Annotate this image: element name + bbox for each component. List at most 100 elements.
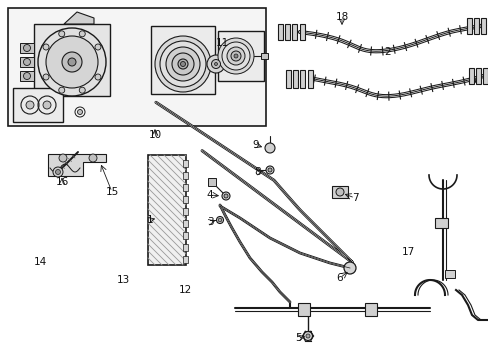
Circle shape	[267, 168, 271, 172]
Bar	[364, 303, 376, 316]
Text: 18: 18	[335, 12, 348, 22]
Circle shape	[222, 42, 249, 70]
Text: 16: 16	[55, 177, 68, 187]
Bar	[148, 155, 185, 265]
Bar	[183, 184, 187, 191]
Circle shape	[55, 170, 61, 175]
Bar	[183, 220, 187, 227]
Circle shape	[230, 51, 241, 61]
Bar	[285, 70, 290, 88]
Circle shape	[23, 58, 30, 66]
Bar	[299, 70, 305, 88]
Text: 15: 15	[105, 187, 119, 197]
Circle shape	[79, 31, 85, 37]
Circle shape	[23, 72, 30, 80]
Circle shape	[89, 154, 97, 162]
Circle shape	[218, 218, 222, 222]
Bar	[34, 24, 110, 96]
Text: 3: 3	[206, 217, 213, 227]
Bar	[299, 24, 305, 40]
Circle shape	[79, 87, 85, 93]
Circle shape	[335, 188, 343, 196]
Bar	[482, 68, 487, 84]
Circle shape	[180, 62, 185, 67]
Circle shape	[43, 74, 49, 80]
Text: 11: 11	[215, 38, 228, 48]
Text: 10: 10	[148, 130, 161, 140]
Bar	[444, 270, 454, 278]
Circle shape	[95, 74, 101, 80]
Text: 1: 1	[146, 215, 153, 225]
Bar	[218, 31, 264, 81]
Text: 8: 8	[254, 167, 261, 177]
Bar	[434, 218, 447, 228]
Circle shape	[178, 59, 187, 69]
Text: 7: 7	[351, 193, 358, 203]
Circle shape	[211, 59, 220, 68]
Circle shape	[23, 45, 30, 51]
Circle shape	[62, 52, 82, 72]
Bar	[292, 70, 297, 88]
Bar	[13, 88, 63, 122]
Bar	[261, 53, 267, 59]
Bar	[291, 24, 296, 40]
Bar	[297, 303, 309, 316]
Bar	[480, 18, 485, 34]
Circle shape	[95, 44, 101, 50]
Circle shape	[222, 192, 229, 200]
Bar	[307, 70, 312, 88]
Bar	[183, 160, 187, 167]
Text: 5: 5	[294, 333, 301, 343]
Circle shape	[216, 216, 223, 224]
Circle shape	[43, 44, 49, 50]
Bar	[20, 43, 34, 53]
Circle shape	[303, 332, 312, 341]
Bar	[183, 244, 187, 251]
Bar	[8, 8, 265, 126]
Bar	[207, 178, 216, 186]
Bar	[468, 68, 473, 84]
Bar	[473, 18, 478, 34]
Text: 9: 9	[252, 140, 259, 150]
Circle shape	[38, 28, 106, 96]
Circle shape	[172, 53, 194, 75]
Circle shape	[46, 36, 98, 88]
Circle shape	[53, 167, 63, 177]
Circle shape	[43, 101, 51, 109]
Circle shape	[68, 58, 76, 66]
Circle shape	[206, 55, 224, 73]
Bar	[278, 24, 283, 40]
Circle shape	[265, 166, 273, 174]
Bar	[466, 18, 471, 34]
Circle shape	[77, 109, 82, 114]
Bar	[183, 256, 187, 263]
Circle shape	[234, 54, 238, 58]
Text: 12: 12	[178, 285, 191, 295]
Circle shape	[214, 63, 217, 66]
Circle shape	[26, 101, 34, 109]
Circle shape	[305, 334, 309, 338]
Circle shape	[226, 47, 244, 65]
Bar	[183, 172, 187, 179]
Circle shape	[59, 154, 67, 162]
Text: 13: 13	[116, 275, 129, 285]
Bar	[285, 24, 289, 40]
Bar	[475, 68, 480, 84]
Polygon shape	[64, 12, 94, 24]
Circle shape	[224, 194, 227, 198]
Circle shape	[155, 36, 210, 92]
Circle shape	[218, 38, 253, 74]
Text: 6: 6	[336, 273, 343, 283]
Text: 2: 2	[384, 47, 390, 57]
Bar	[151, 26, 215, 94]
Text: 14: 14	[33, 257, 46, 267]
Text: 17: 17	[401, 247, 414, 257]
Bar	[183, 208, 187, 215]
Polygon shape	[48, 154, 106, 176]
Circle shape	[165, 47, 200, 81]
Bar	[20, 71, 34, 81]
Circle shape	[59, 31, 64, 37]
Circle shape	[264, 143, 274, 153]
Circle shape	[160, 41, 205, 87]
Circle shape	[343, 262, 355, 274]
